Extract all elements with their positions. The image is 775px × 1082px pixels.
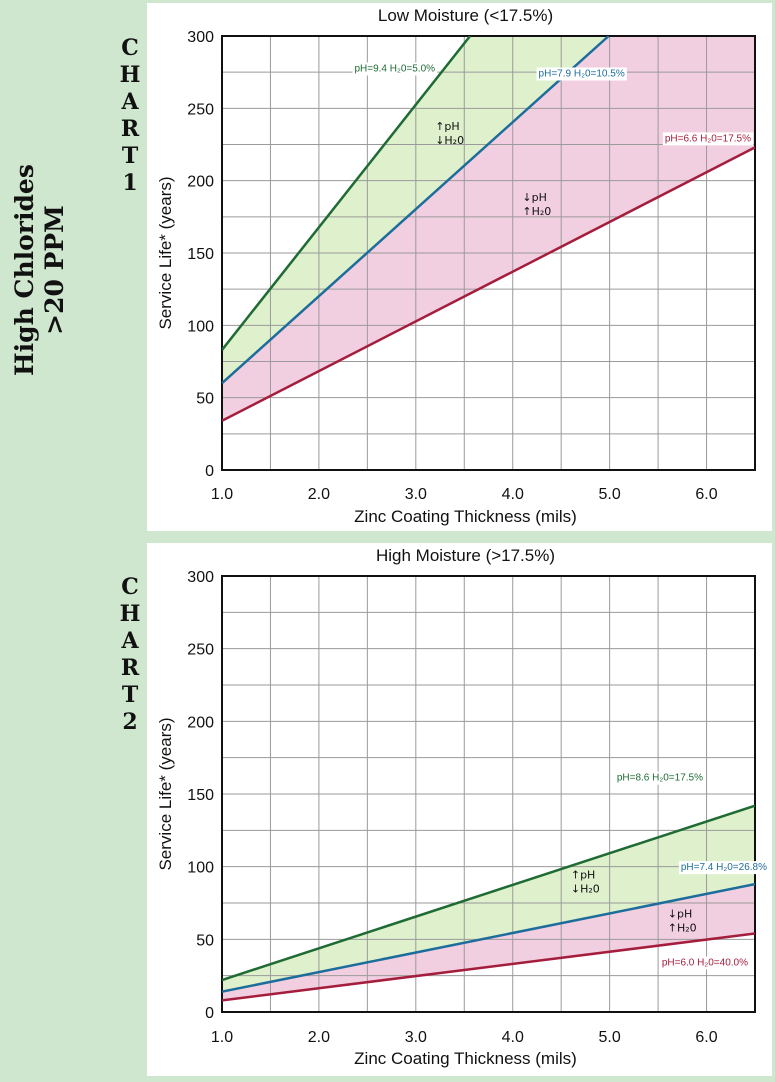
chart-1-label-char: C — [121, 35, 139, 61]
plot-frame — [221, 575, 756, 1013]
annotation-ph: ↓pH — [522, 191, 546, 204]
series-label-background — [662, 132, 754, 146]
series-line-mid — [222, 36, 610, 385]
x-tick-label: 5.0 — [599, 1029, 621, 1046]
series-label-background — [352, 62, 438, 76]
x-axis-label: Zinc Coating Thickness (mils) — [354, 1049, 577, 1068]
plot-frame — [221, 35, 756, 471]
y-tick-label: 100 — [187, 318, 214, 335]
chart-title: High Moisture (>17.5%) — [376, 546, 555, 565]
chart-1-label-char: R — [120, 116, 140, 142]
chart-2-label: C H A R T 2 — [112, 574, 148, 736]
y-tick-label: 100 — [187, 860, 214, 877]
x-tick-label: 1.0 — [211, 486, 233, 503]
y-tick-label: 300 — [187, 569, 214, 586]
x-tick-label: 2.0 — [308, 486, 330, 503]
y-tick-label: 250 — [187, 101, 214, 118]
chart-1-plot: 1.0 2.0 3.0 4.0 5.0 6.0 0 50 100 150 200 250 300 Low … — [156, 6, 756, 526]
series-label-mid: pH=7.4 H₂0=26.8% — [681, 862, 767, 873]
chart-2-label-char: H — [119, 601, 141, 627]
chart-1-label-char: H — [119, 62, 141, 88]
annotation-h2o: ↑H₂0 — [522, 205, 551, 218]
series-line-mid — [222, 882, 755, 993]
chart-2-panel: 1.0 2.0 3.0 4.0 5.0 6.0 0 50 100 150 200 250 300 High… — [147, 543, 772, 1076]
series-label-high: pH=8.6 H₂0=17.5% — [617, 773, 703, 784]
chart-1-label-char: A — [121, 89, 139, 115]
x-tick-label: 4.0 — [502, 1029, 524, 1046]
chart-1-label-char: T — [121, 143, 139, 169]
region-high-mid — [222, 805, 755, 992]
region-mid-low — [222, 884, 755, 1001]
y-tick-label: 250 — [187, 642, 214, 659]
series-line-high — [222, 804, 755, 982]
x-tick-label: 4.0 — [502, 486, 524, 503]
series-label-background — [614, 771, 706, 785]
y-axis-label: Service Life* (years) — [156, 176, 175, 329]
series-label-mid: pH=7.9 H₂0=10.5% — [539, 69, 625, 80]
chart-2-label-char: A — [121, 628, 139, 654]
series-line-high — [222, 36, 472, 351]
chart-2-label-char: R — [120, 655, 140, 681]
annotation-ph: ↑pH — [571, 868, 595, 881]
x-tick-label: 5.0 — [599, 486, 621, 503]
series-label-high: pH=9.4 H₂0=5.0% — [354, 64, 435, 75]
region-mid-low — [222, 36, 755, 421]
chart-1-panel: 1.0 2.0 3.0 4.0 5.0 6.0 0 50 100 150 200 250 300 Low … — [147, 3, 772, 531]
chart-2-label-char: 2 — [122, 709, 138, 735]
series-line-low — [222, 146, 755, 422]
chart-2-label-char: T — [121, 682, 139, 708]
x-axis-label: Zinc Coating Thickness (mils) — [354, 507, 577, 526]
chart-1-label: C H A R T 1 — [112, 35, 148, 197]
x-tick-label: 6.0 — [695, 1029, 717, 1046]
x-tick-label: 2.0 — [308, 1029, 330, 1046]
series-line-low — [222, 932, 755, 1002]
chart-title: Low Moisture (<17.5%) — [378, 6, 553, 25]
x-tick-label: 1.0 — [211, 1029, 233, 1046]
annotation-ph: ↓pH — [668, 908, 692, 921]
annotation-h2o: ↓H₂0 — [571, 882, 600, 895]
side-title-text: High Chlorides >20 PPM — [10, 130, 70, 410]
y-axis-label: Service Life* (years) — [156, 717, 175, 870]
y-tick-label: 150 — [187, 246, 214, 263]
y-tick-label: 200 — [187, 714, 214, 731]
y-tick-label: 0 — [205, 463, 214, 480]
x-tick-label: 3.0 — [405, 1029, 427, 1046]
y-tick-label: 200 — [187, 174, 214, 191]
y-tick-label: 300 — [187, 29, 214, 46]
y-tick-label: 150 — [187, 787, 214, 804]
chart-2-plot: 1.0 2.0 3.0 4.0 5.0 6.0 0 50 100 150 200 250 300 High… — [156, 546, 770, 1068]
series-label-background — [678, 861, 770, 875]
side-title: High Chlorides >20 PPM — [10, 130, 70, 410]
y-tick-label: 50 — [196, 391, 214, 408]
chart-1-label-char: 1 — [122, 170, 138, 196]
annotation-h2o: ↓H₂0 — [435, 134, 464, 147]
annotation-ph: ↑pH — [435, 120, 459, 133]
series-label-low: pH=6.0 H₂0=40.0% — [662, 958, 748, 969]
y-tick-label: 50 — [196, 932, 214, 949]
y-tick-label: 0 — [205, 1005, 214, 1022]
side-title-line1: High Chlorides — [10, 164, 39, 376]
series-label-low: pH=6.6 H₂0=17.5% — [665, 133, 751, 144]
chart-2-label-char: C — [121, 574, 139, 600]
side-title-line2: >20 PPM — [40, 205, 69, 335]
x-tick-label: 6.0 — [695, 486, 717, 503]
series-label-background — [659, 956, 751, 970]
x-tick-label: 3.0 — [405, 486, 427, 503]
annotation-h2o: ↑H₂0 — [668, 922, 697, 935]
series-label-background — [536, 67, 627, 81]
